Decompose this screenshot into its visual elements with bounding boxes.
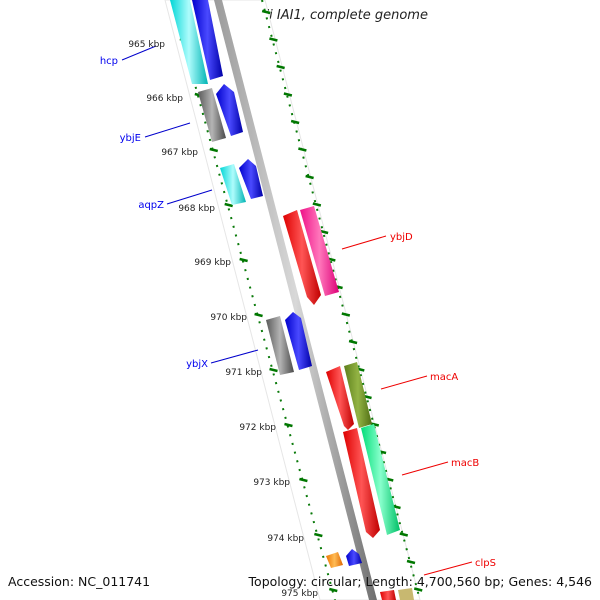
- gene-hcp-arrow: [192, 0, 223, 80]
- major-tick: [406, 559, 416, 565]
- kbp-label: 965 kbp: [128, 40, 165, 50]
- major-tick: [254, 312, 263, 318]
- topology-value: circular: [311, 574, 358, 589]
- genome-backbone: [214, 0, 377, 600]
- kbp-label: 972 kbp: [239, 423, 276, 433]
- genome-stats: Topology: circular; Length: 4,700,560 bp…: [248, 574, 592, 589]
- kbp-label: 971 kbp: [225, 368, 262, 378]
- gene-orange-feature: [326, 552, 343, 568]
- gene-macB-arrow: [343, 428, 380, 538]
- gene-label-ybjX[interactable]: ybjX: [186, 359, 208, 370]
- genes-value: 4,546: [556, 574, 592, 589]
- gene-small-blue-arrow: [346, 549, 362, 566]
- major-tick: [328, 587, 338, 593]
- kbp-label: 966 kbp: [146, 94, 183, 104]
- inner-major-ticks: [179, 37, 338, 593]
- gene-label-aqpZ[interactable]: aqpZ: [138, 200, 164, 211]
- length-value: 4,700,560 bp: [416, 574, 501, 589]
- kbp-label: 968 kbp: [178, 204, 215, 214]
- major-tick: [284, 422, 293, 428]
- kbp-label: 975 kbp: [281, 589, 318, 599]
- leader-macA: [380, 375, 428, 390]
- cds-clpS-olive: [398, 588, 414, 600]
- gene-label-macB[interactable]: macB: [451, 458, 479, 469]
- leader-aqpZ: [166, 189, 213, 205]
- major-tick: [413, 587, 423, 592]
- gene-ybjD-arrow: [283, 210, 321, 305]
- gene-aqpZ-arrow: [239, 159, 263, 199]
- genes-label: Genes:: [508, 574, 553, 589]
- gene-label-hcp[interactable]: hcp: [100, 56, 118, 67]
- cds-ybjE-gray: [198, 88, 226, 142]
- gene-label-clpS[interactable]: clpS: [475, 558, 496, 569]
- cds-hcp-cyan: [170, 0, 208, 84]
- leader-ybjD: [341, 235, 387, 250]
- cds-ybjD-pink: [300, 206, 339, 296]
- topology-label: Topology:: [248, 574, 308, 589]
- cds-macA-olive: [344, 362, 372, 428]
- gene-macA-arrow: [326, 366, 354, 430]
- cds-ybjX-gray: [266, 316, 294, 375]
- leader-ybjE: [144, 122, 191, 138]
- leader-hcp: [121, 45, 157, 61]
- major-tick: [298, 147, 307, 152]
- major-tick: [269, 367, 278, 373]
- major-tick: [276, 64, 285, 70]
- major-tick: [224, 202, 233, 208]
- gene-ybjX-arrow: [285, 312, 312, 370]
- kbp-label: 974 kbp: [267, 534, 304, 544]
- major-tick: [299, 477, 308, 483]
- major-tick: [261, 9, 271, 15]
- major-tick: [239, 257, 248, 263]
- accession-info: Accession: NC_011741: [8, 574, 150, 589]
- major-tick: [209, 147, 219, 153]
- gene-label-ybjE[interactable]: ybjE: [120, 133, 141, 144]
- major-tick: [314, 532, 323, 538]
- outer-major-ticks: [261, 9, 423, 592]
- accession-value: NC_011741: [78, 574, 151, 589]
- kbp-label: 969 kbp: [194, 258, 231, 268]
- leader-macB: [401, 461, 449, 476]
- major-tick: [348, 339, 358, 345]
- gene-ybjE-arrow: [216, 84, 243, 136]
- major-tick: [341, 312, 351, 317]
- major-tick: [399, 532, 409, 537]
- length-label: Length:: [365, 574, 413, 589]
- cds-aqpZ-cyan: [220, 164, 246, 205]
- gene-label-ybjD[interactable]: ybjD: [390, 232, 413, 243]
- major-tick: [305, 174, 314, 180]
- major-tick: [283, 92, 293, 97]
- major-tick: [312, 202, 322, 207]
- accession-label: Accession:: [8, 574, 75, 589]
- major-tick: [290, 119, 300, 125]
- kbp-label: 973 kbp: [253, 478, 290, 488]
- kbp-label: 970 kbp: [210, 313, 247, 323]
- gene-label-macA[interactable]: macA: [430, 372, 458, 383]
- major-tick: [370, 422, 380, 427]
- major-tick: [319, 229, 329, 235]
- gene-clpS-arrow: [380, 590, 396, 600]
- kbp-label: 967 kbp: [161, 148, 198, 158]
- cds-macB-green: [361, 424, 400, 535]
- leader-ybjX: [210, 349, 259, 364]
- major-tick: [269, 37, 278, 42]
- leader-clpS: [423, 561, 473, 576]
